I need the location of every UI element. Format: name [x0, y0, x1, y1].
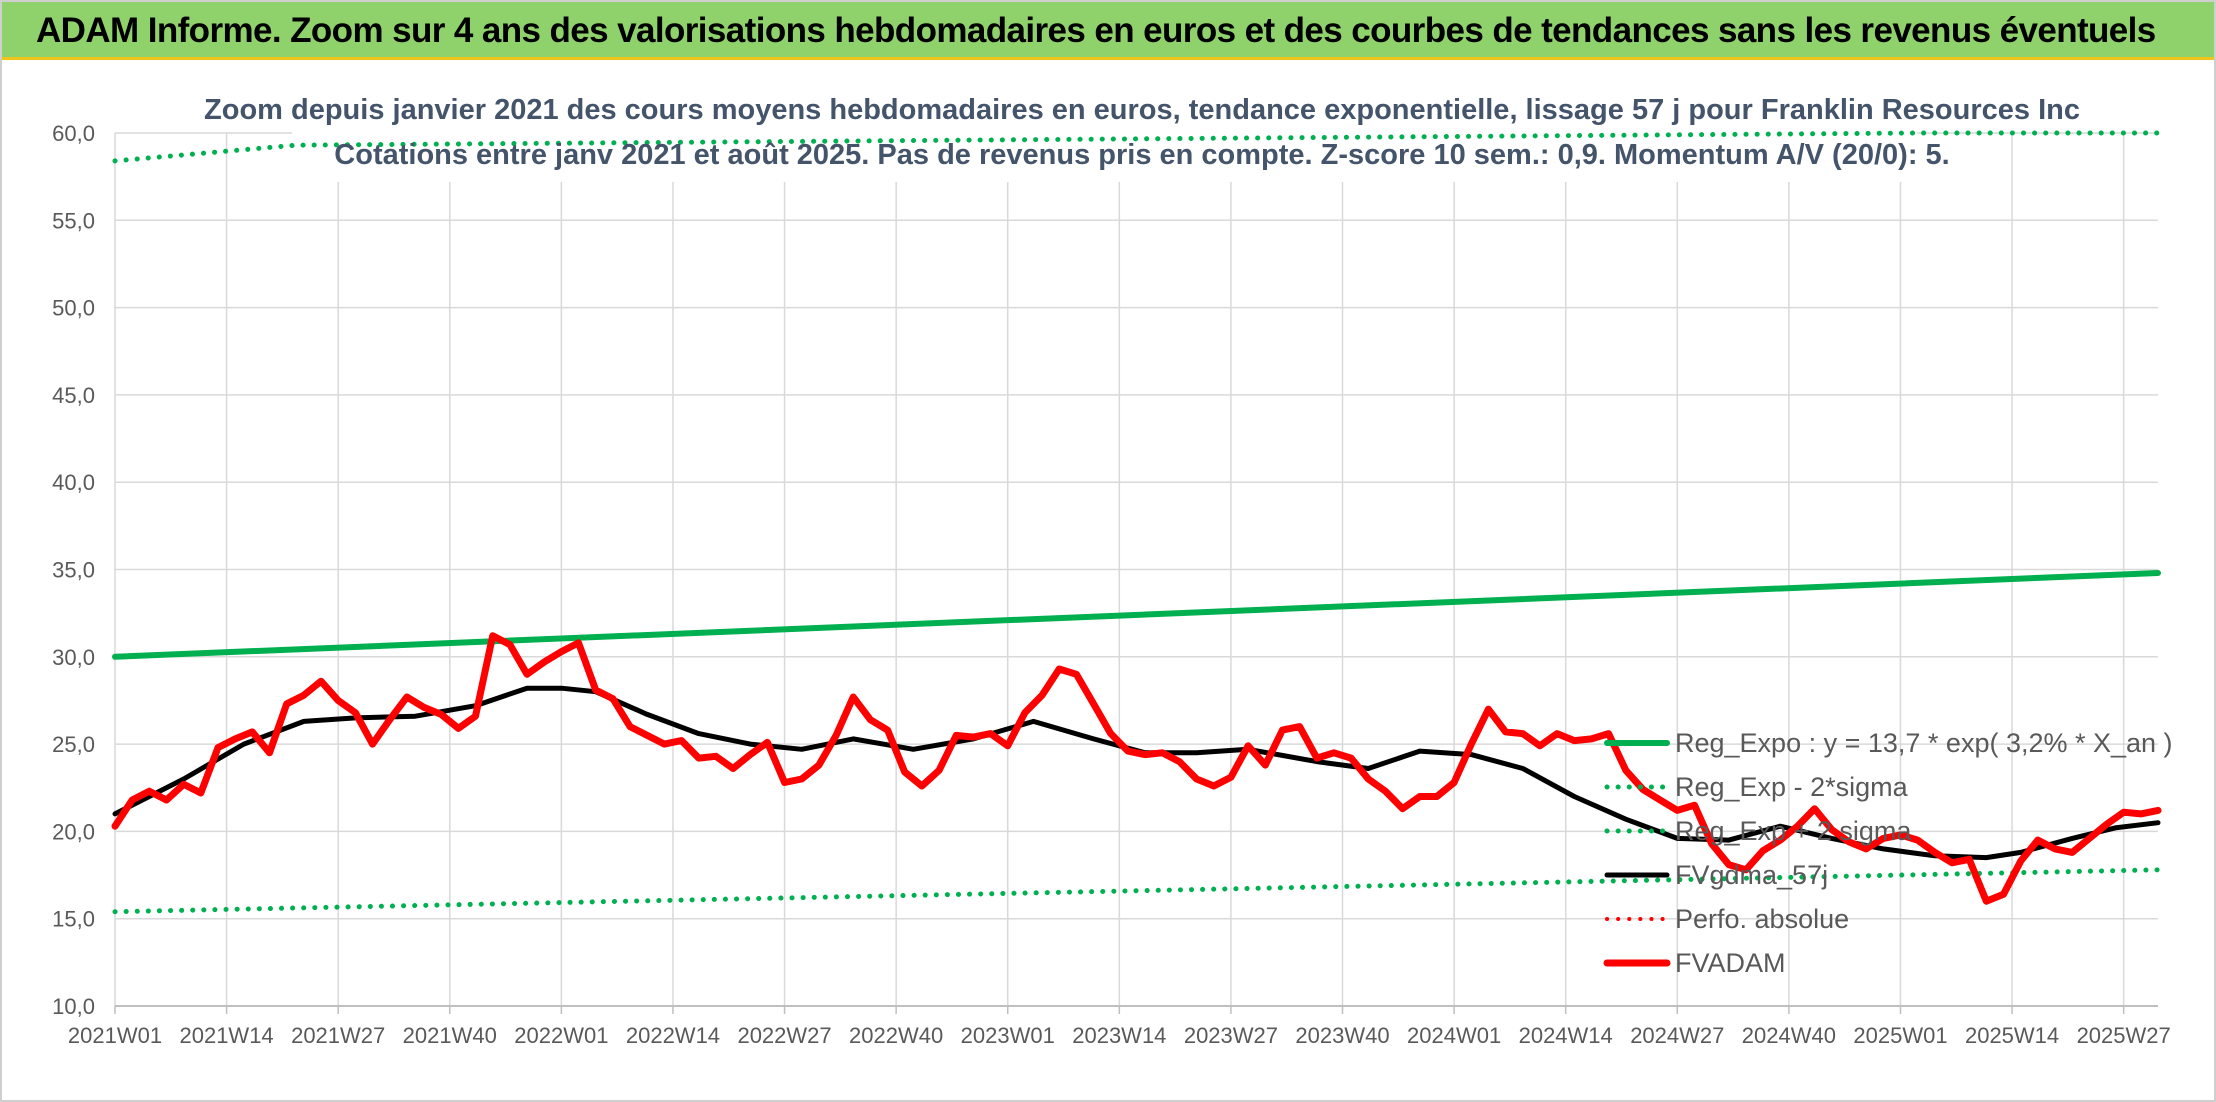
report-title: ADAM Informe. Zoom sur 4 ans des valoris…	[36, 11, 2156, 50]
y-axis-ticks: 10,0 15,0 20,0 25,0 30,0 35,0 40,0 45,0 50,0 55,0…	[52, 121, 95, 1019]
y-tick-label: 60,0	[52, 121, 95, 146]
x-tick-label: 2025W27	[2077, 1023, 2171, 1048]
y-tick-label: 10,0	[52, 994, 95, 1019]
chart-legend: Reg_Expo : y = 13,7 * exp( 3,2% * X_an )…	[1603, 728, 2173, 978]
x-tick-label: 2022W14	[626, 1023, 720, 1048]
y-tick-label: 35,0	[52, 558, 95, 583]
y-tick-label: 25,0	[52, 732, 95, 757]
x-tick-label: 2023W14	[1072, 1023, 1166, 1048]
x-tick-label: 2024W01	[1407, 1023, 1501, 1048]
series-line-5	[111, 632, 2162, 905]
x-tick-label: 2021W01	[68, 1023, 162, 1048]
chart-title: Zoom depuis janvier 2021 des cours moyen…	[204, 94, 2080, 126]
x-tick-label: 2022W40	[849, 1023, 943, 1048]
x-tick-label: 2024W27	[1630, 1023, 1724, 1048]
y-tick-label: 50,0	[52, 296, 95, 321]
x-axis-ticks: 2021W01 2021W14 2021W27 2021W40 2022W01 2022W…	[68, 1023, 2171, 1048]
legend-label: FVgdma_57j	[1675, 860, 1828, 890]
y-tick-label: 15,0	[52, 907, 95, 932]
x-tick-label: 2025W01	[1853, 1023, 1947, 1048]
series-line-0	[112, 570, 2161, 660]
chart-gridlines	[114, 84, 2158, 1014]
legend-label: Reg_Exp - 2*sigma	[1675, 772, 1909, 802]
legend-label: Reg_Expo : y = 13,7 * exp( 3,2% * X_an )	[1675, 728, 2173, 758]
series-line-1	[112, 867, 2161, 915]
legend-label: FVADAM	[1675, 948, 1786, 978]
x-tick-label: 2021W27	[291, 1023, 385, 1048]
x-tick-label: 2024W14	[1519, 1023, 1613, 1048]
y-tick-label: 45,0	[52, 383, 95, 408]
y-tick-label: 20,0	[52, 819, 95, 844]
x-tick-label: 2024W40	[1742, 1023, 1836, 1048]
x-tick-label: 2023W01	[961, 1023, 1055, 1048]
x-tick-label: 2021W14	[179, 1023, 273, 1048]
y-tick-label: 40,0	[52, 470, 95, 495]
legend-label: Reg_Exp + 2 sigma	[1675, 816, 1912, 846]
legend-label: Perfo. absolue	[1675, 904, 1849, 934]
x-tick-label: 2025W14	[1965, 1023, 2059, 1048]
x-tick-label: 2023W27	[1184, 1023, 1278, 1048]
report-header: ADAM Informe. Zoom sur 4 ans des valoris…	[2, 2, 2214, 60]
y-tick-label: 55,0	[52, 208, 95, 233]
chart-series	[111, 130, 2162, 915]
x-tick-label: 2022W27	[737, 1023, 831, 1048]
series-line-2	[112, 130, 2161, 164]
chart-subtitle: Cotations entre janv 2021 et août 2025. …	[334, 139, 1949, 171]
y-tick-label: 30,0	[52, 645, 95, 670]
x-tick-label: 2022W01	[514, 1023, 608, 1048]
x-tick-label: 2023W40	[1295, 1023, 1389, 1048]
x-tick-label: 2021W40	[403, 1023, 497, 1048]
